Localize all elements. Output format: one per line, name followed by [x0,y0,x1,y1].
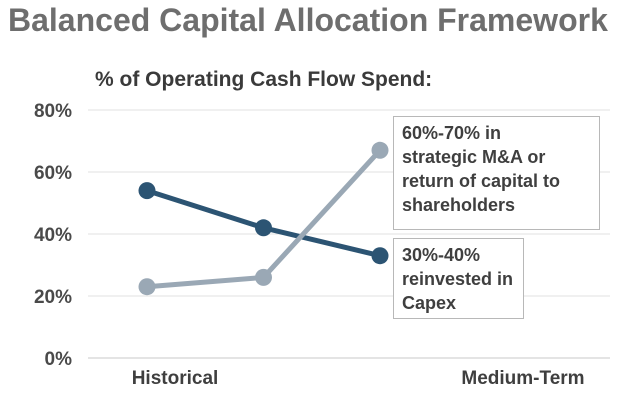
series-point-2 [138,278,156,296]
y-tick-label: 60% [34,163,72,184]
y-axis-tick-labels: 0% 20% 40% 60% 80% [34,101,72,370]
x-category-label: Historical [132,368,219,389]
annotation-upper-line: return of capital to [402,171,561,191]
chart-subtitle: % of Operating Cash Flow Spend: [95,68,433,91]
series-point-2 [255,268,272,286]
x-axis-category-labels: Historical Medium-Term [132,368,585,389]
y-tick-label: 0% [45,349,73,370]
series-point-1 [138,182,156,200]
annotation-upper-line: 60%-70% in [402,123,502,143]
annotation-lower-line: reinvested in [402,269,514,289]
annotation-upper-line: shareholders [402,195,516,215]
series-point-2 [371,141,389,159]
x-category-label: Medium-Term [461,368,584,389]
series-point-1 [371,247,389,265]
series-lines [138,141,389,296]
annotation-lower-line: 30%-40% [402,245,481,265]
y-tick-label: 40% [34,225,72,246]
annotation-lower-line: Capex [402,293,457,313]
series-point-1 [255,219,272,237]
annotation-lower: 30%-40% reinvested in Capex [393,238,524,319]
chart-title: Balanced Capital Allocation Framework [8,2,608,38]
y-tick-label: 20% [34,287,72,308]
y-tick-label: 80% [34,101,72,122]
annotation-upper: 60%-70% in strategic M&A or return of ca… [393,116,600,230]
series-line-2 [144,147,383,290]
annotation-upper-line: strategic M&A or [402,147,546,167]
